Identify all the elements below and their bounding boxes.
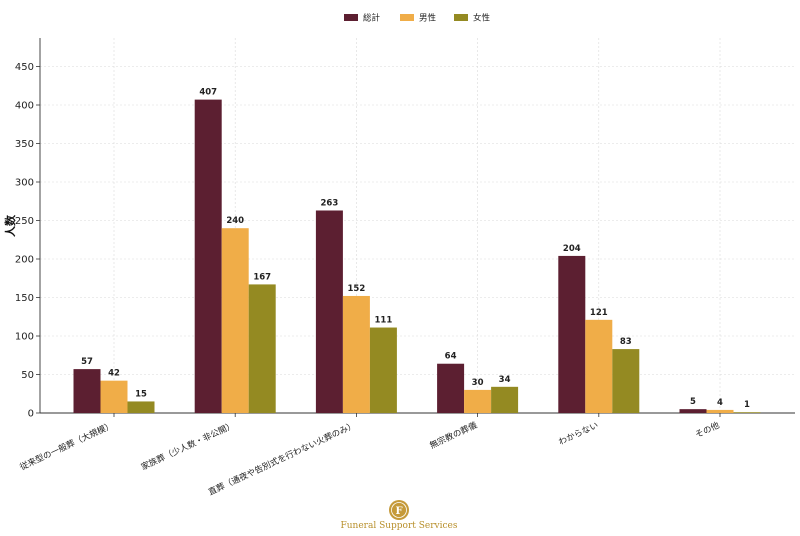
bar-3-5 [612,349,640,413]
legend-swatch [454,14,468,21]
grid [40,38,795,413]
bar-1-1 [73,369,101,413]
bar-2-6 [706,409,734,413]
x-tick-label: わからない [557,421,600,448]
bar-1-6 [679,409,707,413]
data-label: 152 [348,284,366,294]
logo-emblem-icon [389,500,409,520]
data-label: 83 [620,337,632,347]
data-label: 167 [253,272,271,282]
legend-label: 女性 [473,13,491,24]
x-tick-label: 無宗教の葬儀 [428,420,479,452]
data-label: 15 [135,389,147,399]
data-label: 204 [563,244,581,254]
y-tick-label: 300 [15,178,34,189]
y-tick-label: 250 [15,216,34,227]
axes: 0 50 100 150 200 250 300 350 400 450 従来型の一般葬（大規模） 家… [15,38,795,498]
x-tick-label: 家族葬（少人数・非公開） [139,420,236,473]
bar-1-3 [315,210,343,413]
x-tick-label: 従来型の一般葬（大規模） [18,420,115,473]
data-label: 1 [744,400,750,410]
y-tick-label: 0 [28,409,34,420]
bar-3-4 [491,386,519,413]
bar-2-1 [100,380,128,413]
bar-2-4 [464,389,492,413]
data-label: 4 [717,398,723,408]
y-tick-label: 400 [15,101,34,112]
logo-text: Funeral Support Services [341,521,458,531]
bar-1-4 [437,363,465,413]
data-label: 263 [321,198,339,208]
data-label: 42 [108,369,120,379]
data-label: 121 [590,308,608,318]
y-tick-label: 200 [15,255,34,266]
bar-1-5 [558,255,586,413]
data-label: 64 [445,352,457,362]
data-label: 407 [199,88,217,98]
legend-label: 総計 [363,13,381,24]
bar-3-2 [248,284,276,413]
y-tick-label: 350 [15,139,34,150]
data-label: 57 [81,357,93,367]
logo-letter: F [395,506,402,517]
legend-swatch [344,14,358,21]
y-tick-label: 450 [15,62,34,73]
legend-label: 男性 [419,13,437,24]
y-axis-label: 人数 [3,214,17,237]
data-label: 5 [690,397,696,407]
data-label: 240 [226,216,244,226]
data-label: 30 [472,378,484,388]
bar-2-5 [585,319,613,413]
data-labels: 57 407 263 64 204 5 42 240 152 30 121 4 15 167 111 34 83… [81,88,750,411]
bar-1-2 [194,99,222,414]
legend-swatch [400,14,414,21]
data-label: 111 [375,316,393,326]
bars [73,99,761,414]
brand-logo: F Funeral Support Services [341,500,458,531]
bar-3-1 [127,401,155,413]
y-tick-label: 50 [21,370,34,381]
bar-3-6 [733,412,761,413]
bar-3-3 [369,327,397,413]
data-label: 34 [499,375,511,385]
y-tick-label: 150 [15,293,34,304]
y-tick-label: 100 [15,332,34,343]
bar-2-2 [221,228,249,413]
bar-2-3 [342,295,370,413]
x-tick-label: その他 [693,420,721,441]
legend: 総計 男性 女性 [344,13,491,24]
